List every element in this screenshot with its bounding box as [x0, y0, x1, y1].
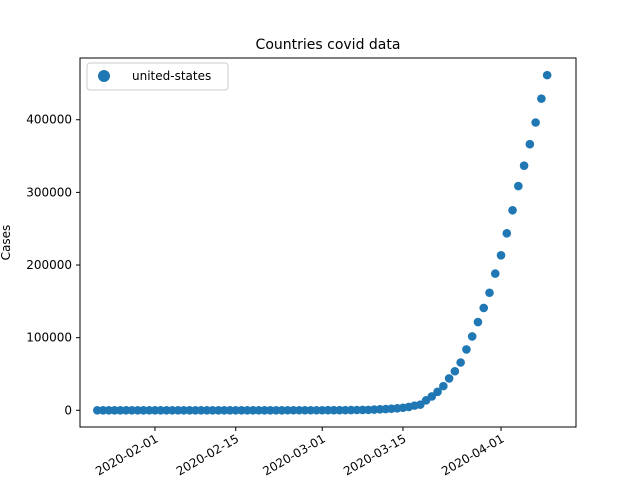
- x-tick-label: 2020-04-01: [439, 431, 506, 478]
- data-point: [427, 392, 437, 401]
- legend-label: united-states: [132, 69, 211, 83]
- data-point: [542, 70, 552, 80]
- x-tick-label: 2020-02-01: [93, 431, 160, 478]
- x-tick-label: 2020-03-15: [341, 431, 408, 478]
- data-point: [531, 118, 540, 127]
- data-point: [444, 374, 454, 383]
- data-point: [462, 345, 471, 354]
- data-point: [485, 288, 494, 298]
- data-point: [439, 381, 448, 391]
- y-tick-label: 0: [64, 403, 72, 417]
- data-point: [496, 251, 506, 260]
- data-point: [456, 358, 465, 367]
- data-points: [93, 70, 552, 415]
- data-point: [433, 387, 442, 397]
- chart-title: Countries covid data: [256, 37, 401, 53]
- y-axis-ticks: 0 100000 200000 300000 400000: [26, 113, 80, 417]
- data-point: [490, 269, 500, 278]
- legend: united-states: [86, 62, 229, 91]
- plot-frame: [79, 57, 577, 428]
- data-point: [508, 205, 517, 215]
- data-point: [537, 94, 546, 103]
- x-tick-label: 2020-03-01: [260, 431, 327, 478]
- data-point: [502, 229, 512, 238]
- data-point: [514, 181, 523, 191]
- data-point: [467, 332, 477, 341]
- y-tick-label: 300000: [26, 185, 72, 199]
- y-tick-label: 100000: [26, 331, 72, 345]
- x-tick-label: 2020-02-15: [174, 431, 241, 478]
- data-point: [479, 303, 489, 313]
- plot-background: [80, 58, 576, 427]
- y-axis-label: Cases: [0, 225, 13, 261]
- y-tick-label: 200000: [26, 258, 72, 272]
- data-point: [519, 161, 529, 170]
- data-point: [525, 139, 535, 149]
- x-axis-ticks: 2020-02-01 2020-02-15 2020-03-01 2020-03-15…: [93, 427, 507, 478]
- y-tick-label: 400000: [26, 113, 72, 127]
- data-point: [450, 366, 460, 376]
- legend-box: [86, 62, 229, 91]
- data-point: [473, 317, 483, 327]
- legend-marker: [98, 70, 110, 82]
